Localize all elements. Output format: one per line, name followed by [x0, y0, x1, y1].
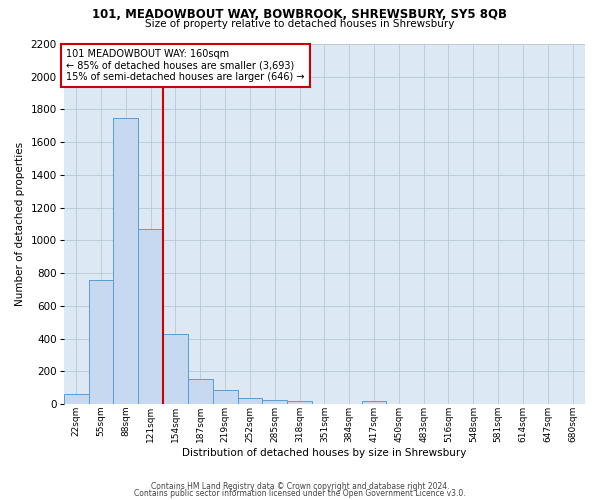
Text: Contains HM Land Registry data © Crown copyright and database right 2024.: Contains HM Land Registry data © Crown c…: [151, 482, 449, 491]
X-axis label: Distribution of detached houses by size in Shrewsbury: Distribution of detached houses by size …: [182, 448, 467, 458]
Bar: [238, 398, 262, 404]
Y-axis label: Number of detached properties: Number of detached properties: [15, 142, 25, 306]
Bar: [64, 394, 89, 404]
Bar: [138, 229, 163, 404]
Bar: [188, 379, 212, 404]
Bar: [362, 401, 386, 404]
Bar: [89, 280, 113, 404]
Text: 101 MEADOWBOUT WAY: 160sqm
← 85% of detached houses are smaller (3,693)
15% of s: 101 MEADOWBOUT WAY: 160sqm ← 85% of deta…: [66, 49, 305, 82]
Text: Size of property relative to detached houses in Shrewsbury: Size of property relative to detached ho…: [145, 19, 455, 29]
Bar: [113, 118, 138, 404]
Bar: [262, 400, 287, 404]
Text: Contains public sector information licensed under the Open Government Licence v3: Contains public sector information licen…: [134, 490, 466, 498]
Text: 101, MEADOWBOUT WAY, BOWBROOK, SHREWSBURY, SY5 8QB: 101, MEADOWBOUT WAY, BOWBROOK, SHREWSBUR…: [92, 8, 508, 20]
Bar: [163, 334, 188, 404]
Bar: [212, 390, 238, 404]
Bar: [287, 401, 312, 404]
